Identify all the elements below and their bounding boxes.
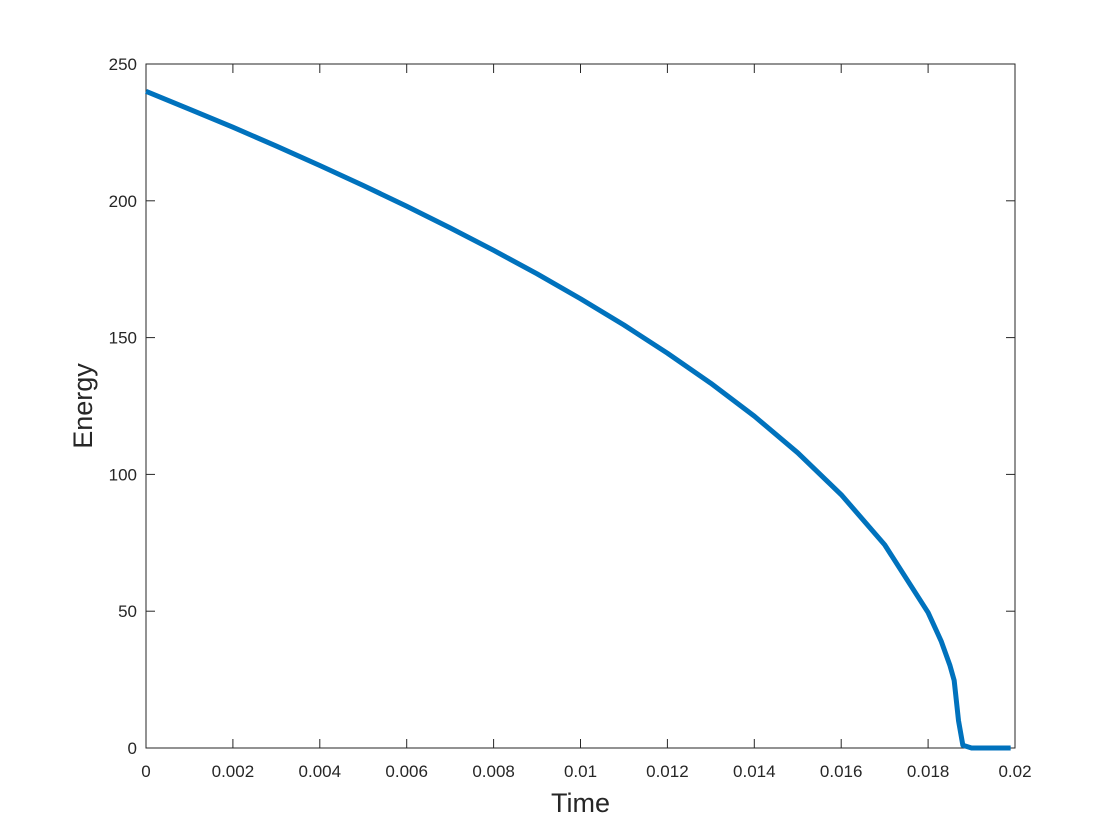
x-tick-label: 0.014 (733, 762, 776, 781)
y-tick-label: 50 (118, 602, 137, 621)
y-tick-label: 150 (109, 329, 137, 348)
x-tick-label: 0.01 (564, 762, 597, 781)
x-tick-label: 0.008 (472, 762, 515, 781)
x-tick-label: 0.002 (212, 762, 255, 781)
line (145, 89, 1011, 751)
x-tick-label: 0.016 (820, 762, 863, 781)
x-tick-label: 0.006 (385, 762, 428, 781)
x-tick-label: 0.02 (998, 762, 1031, 781)
y-tick-label: 0 (128, 739, 137, 758)
plot-box (145, 63, 1016, 749)
x-axis-label: Time (551, 788, 610, 818)
x-tick-label: 0.018 (907, 762, 950, 781)
x-tick-label: 0.004 (299, 762, 342, 781)
y-axis-label: Energy (68, 363, 98, 449)
y-tick-label: 250 (109, 55, 137, 74)
x-tick-label: 0 (141, 762, 150, 781)
x-tick-label: 0.012 (646, 762, 689, 781)
y-tick-label: 100 (109, 465, 137, 484)
y-tick-label: 200 (109, 192, 137, 211)
